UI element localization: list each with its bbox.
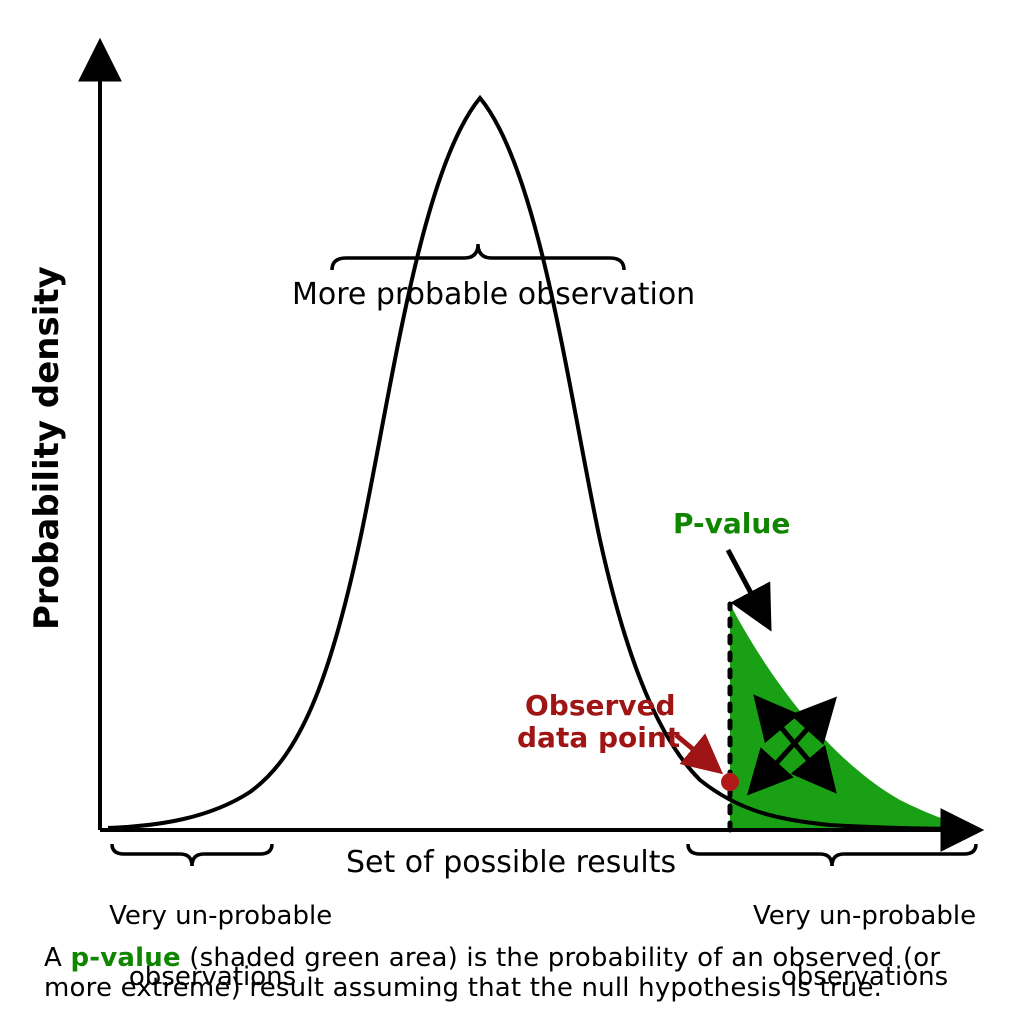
observed-label-line2: data point	[517, 722, 677, 754]
brace-left	[112, 844, 272, 866]
brace-center	[332, 244, 624, 270]
caption: A p-value (shaded green area) is the pro…	[44, 944, 964, 1004]
caption-seg-b: (shaded green area) is the probability o…	[181, 943, 940, 973]
left-brace-label-l1: Very un-probable	[109, 901, 332, 931]
caption-seg-pvalue: p-value	[70, 943, 180, 973]
right-brace-label-l1: Very un-probable	[753, 901, 976, 931]
caption-line2: more extreme) result assuming that the n…	[44, 974, 964, 1004]
pvalue-label: P-value	[673, 508, 790, 540]
pvalue-region	[730, 604, 975, 830]
x-axis-middle-label: Set of possible results	[346, 846, 676, 881]
brace-right	[688, 844, 976, 866]
caption-seg-a: A	[44, 943, 70, 973]
center-label: More probable observation	[292, 278, 680, 313]
observed-arrow	[676, 735, 718, 770]
observed-dot	[721, 773, 739, 791]
y-axis-label: Probability density	[28, 266, 67, 630]
observed-label-line1: Observed	[525, 690, 675, 722]
